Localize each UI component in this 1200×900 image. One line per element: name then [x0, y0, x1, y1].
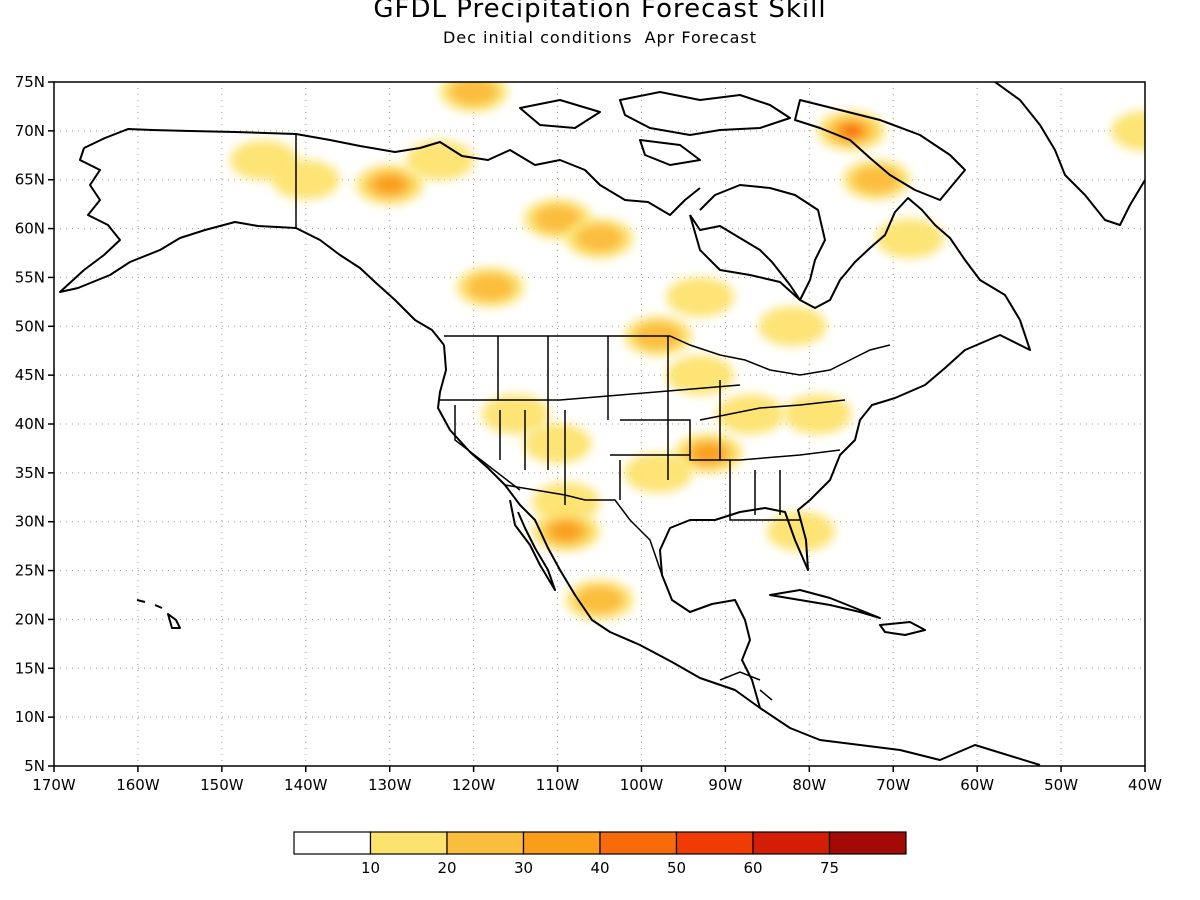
lon-tick-label: 90W — [708, 776, 742, 794]
coastline-hudson-bay — [689, 184, 826, 301]
skill-region — [355, 164, 424, 205]
border-us-states — [440, 336, 846, 521]
coastline-layer — [59, 82, 1145, 766]
skill-region — [456, 267, 525, 308]
lat-tick-label: 25N — [15, 562, 45, 580]
skill-region — [565, 218, 634, 259]
lat-tick-label: 35N — [15, 464, 45, 482]
legend-label: 10 — [361, 859, 380, 877]
lat-tick-label: 30N — [15, 513, 45, 531]
map-title: GFDL Precipitation Forecast Skill — [373, 0, 827, 24]
coastline-gulf — [659, 319, 1031, 709]
skill-region — [439, 82, 508, 112]
skill-region — [876, 218, 945, 259]
map-subtitle: Dec initial conditions Apr Forecast — [442, 28, 758, 47]
lon-tick-label: 140W — [284, 776, 328, 794]
coastline-east-canada — [689, 197, 1021, 321]
lat-tick-label: 5N — [24, 757, 45, 775]
legend-label: 30 — [514, 859, 533, 877]
legend-swatch — [675, 831, 754, 855]
skill-region — [666, 276, 735, 317]
coastline-hawaii — [136, 599, 181, 629]
legend-label: 50 — [667, 859, 686, 877]
border-mexico-central — [719, 671, 773, 701]
coastline-baja — [509, 499, 556, 591]
lon-tick-label: 130W — [368, 776, 412, 794]
skill-region — [842, 159, 911, 200]
legend-swatch — [828, 831, 907, 855]
lat-tick-label: 45N — [15, 366, 45, 384]
coastline-baffin — [794, 99, 966, 201]
lon-tick-label: 60W — [960, 776, 994, 794]
coastline-arctic-islands — [519, 91, 791, 166]
lon-tick-label: 150W — [200, 776, 244, 794]
lon-tick-label: 110W — [536, 776, 580, 794]
skill-region — [271, 159, 340, 200]
legend-swatch — [522, 831, 601, 855]
legend-swatch — [369, 831, 448, 855]
lat-tick-label: 75N — [15, 73, 45, 91]
skill-region — [758, 306, 827, 347]
lat-tick-label: 10N — [15, 708, 45, 726]
lon-tick-label: 50W — [1044, 776, 1078, 794]
skill-region — [716, 394, 785, 435]
lat-tick-label: 50N — [15, 317, 45, 335]
skill-region — [406, 140, 475, 181]
lon-tick-label: 160W — [116, 776, 160, 794]
color-legend: 10 20 30 40 50 60 75 — [293, 831, 907, 877]
skill-region — [531, 511, 600, 552]
border-us-canada — [444, 335, 891, 376]
skill-region — [766, 511, 835, 552]
coastline-alaska-south — [59, 147, 445, 346]
lat-tick-label: 40N — [15, 415, 45, 433]
legend-label: 20 — [437, 859, 456, 877]
lat-tick-label: 60N — [15, 220, 45, 238]
skill-region — [624, 452, 693, 493]
political-borders — [295, 134, 891, 701]
legend-swatch — [599, 831, 678, 855]
legend-swatch — [446, 831, 525, 855]
coastline-hispaniola — [879, 621, 926, 636]
lat-tick-label: 55N — [15, 268, 45, 286]
legend-swatch — [293, 831, 372, 855]
skill-shading-layer — [229, 82, 1145, 620]
skill-region — [817, 110, 886, 151]
skill-region — [481, 394, 550, 435]
legend-label: 75 — [820, 859, 839, 877]
lon-tick-label: 80W — [792, 776, 826, 794]
legend-label: 60 — [743, 859, 762, 877]
coastline-alaska — [83, 128, 701, 216]
legend-swatch — [752, 831, 831, 855]
legend-label: 40 — [590, 859, 609, 877]
coastline-greenland — [994, 82, 1145, 226]
lon-tick-label: 120W — [452, 776, 496, 794]
lon-tick-label: 170W — [32, 776, 76, 794]
skill-region — [1111, 110, 1145, 151]
lat-tick-label: 65N — [15, 171, 45, 189]
axis-ticks: 5N 10N 15N 20N 25N 30N 35N 40N 45N 50N 55N 60N 65N 70… — [15, 73, 1162, 794]
lat-tick-label: 20N — [15, 610, 45, 628]
skill-region — [523, 423, 592, 464]
skill-region — [565, 579, 634, 620]
lat-tick-label: 15N — [15, 659, 45, 677]
lon-tick-label: 40W — [1128, 776, 1162, 794]
skill-region — [666, 355, 735, 396]
coastline-west — [437, 344, 1041, 766]
coastline-cuba — [769, 589, 881, 619]
lon-tick-label: 100W — [620, 776, 664, 794]
lat-tick-label: 70N — [15, 122, 45, 140]
lon-tick-label: 70W — [876, 776, 910, 794]
